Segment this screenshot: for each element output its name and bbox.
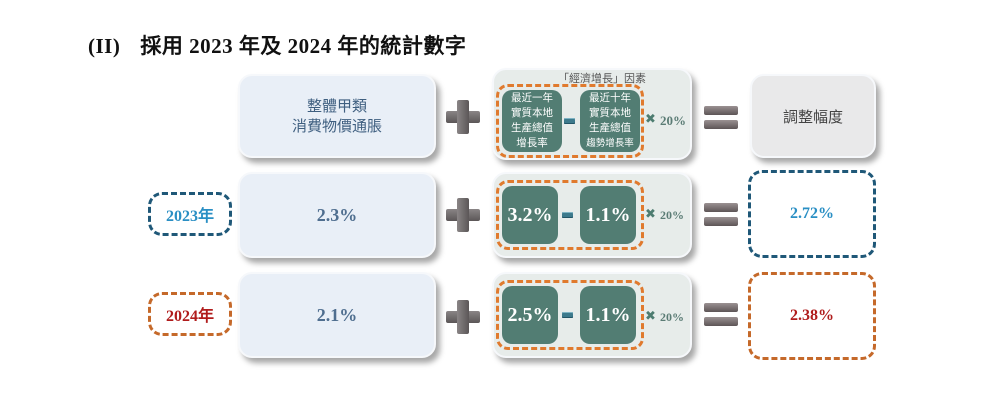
cpi-label-line1: 整體甲類	[306, 97, 367, 115]
multiplier-text: 20%	[660, 208, 684, 222]
section-title-text: 採用 2023 年及 2024 年的統計數字	[140, 34, 467, 58]
growth-difference-dashed-frame	[496, 84, 644, 158]
cpi-value: 2.1%	[316, 304, 358, 325]
trend-gdp-line: 實質本地	[588, 107, 631, 119]
adjustment-label: 調整幅度	[782, 107, 843, 126]
growth-difference-dashed-frame	[496, 180, 644, 250]
recent-gdp-growth-value-2024: 2.5%	[502, 286, 558, 344]
cpi-header-card: 整體甲類 消費物價通脹	[238, 74, 436, 158]
plus-icon	[446, 300, 480, 334]
trend-growth-value: 1.1%	[585, 303, 631, 326]
adjustment-result-2024: 2.38%	[748, 272, 876, 360]
result-value: 2.72%	[790, 205, 834, 222]
recent-gdp-growth-value-2023: 3.2%	[502, 186, 558, 244]
result-value: 2.38%	[790, 307, 834, 324]
recent-growth-value: 3.2%	[507, 203, 553, 226]
year-2023-label: 2023年	[148, 192, 232, 236]
recent-gdp-line: 實質本地	[511, 107, 553, 119]
trend-gdp-growth-value-2023: 1.1%	[580, 186, 636, 244]
trend-growth-value: 1.1%	[585, 203, 631, 226]
growth-difference-dashed-frame	[496, 280, 644, 350]
cpi-value-card-2024: 2.1%	[238, 272, 436, 358]
trend-gdp-line: 生產總值	[588, 122, 631, 134]
trend-gdp-growth-value-2024: 1.1%	[580, 286, 636, 344]
recent-gdp-line: 生產總值	[511, 122, 553, 134]
multiplier-text: 20%	[660, 113, 686, 128]
section-title: (II) 採用 2023 年及 2024 年的統計數字	[88, 30, 466, 60]
trend-gdp-line: 趨勢增長率	[586, 138, 634, 149]
cpi-value: 2.3%	[316, 204, 358, 225]
equals-icon	[704, 106, 738, 130]
cpi-value-card-2023: 2.3%	[238, 172, 436, 258]
minus-icon	[564, 118, 575, 124]
trend-gdp-growth-box: 最近十年 實質本地 生產總值 趨勢增長率	[580, 90, 640, 152]
plus-icon	[446, 198, 480, 232]
minus-icon	[562, 312, 573, 318]
trend-gdp-line: 最近十年	[588, 92, 631, 104]
section-number: (II)	[88, 34, 121, 58]
year-2024-label: 2024年	[148, 292, 232, 336]
year-text: 2024年	[165, 308, 214, 325]
multiplier-text: 20%	[660, 310, 684, 324]
year-text: 2023年	[165, 208, 214, 225]
times-icon: ✖	[645, 207, 656, 222]
recent-gdp-line: 增長率	[516, 137, 548, 149]
minus-icon	[562, 212, 573, 218]
equals-icon	[704, 203, 738, 227]
economic-factor-label: 「經濟增長」因素	[558, 72, 646, 85]
adjustment-header-card: 調整幅度	[750, 74, 876, 158]
equals-icon	[704, 303, 738, 327]
adjustment-result-2023: 2.72%	[748, 170, 876, 258]
times-icon: ✖	[645, 112, 656, 127]
recent-gdp-line: 最近一年	[511, 92, 553, 104]
recent-growth-value: 2.5%	[507, 303, 553, 326]
times-icon: ✖	[645, 309, 656, 324]
recent-gdp-growth-box: 最近一年 實質本地 生產總值 增長率	[502, 90, 562, 152]
plus-icon	[446, 100, 480, 134]
cpi-label-line2: 消費物價通脹	[291, 117, 382, 135]
